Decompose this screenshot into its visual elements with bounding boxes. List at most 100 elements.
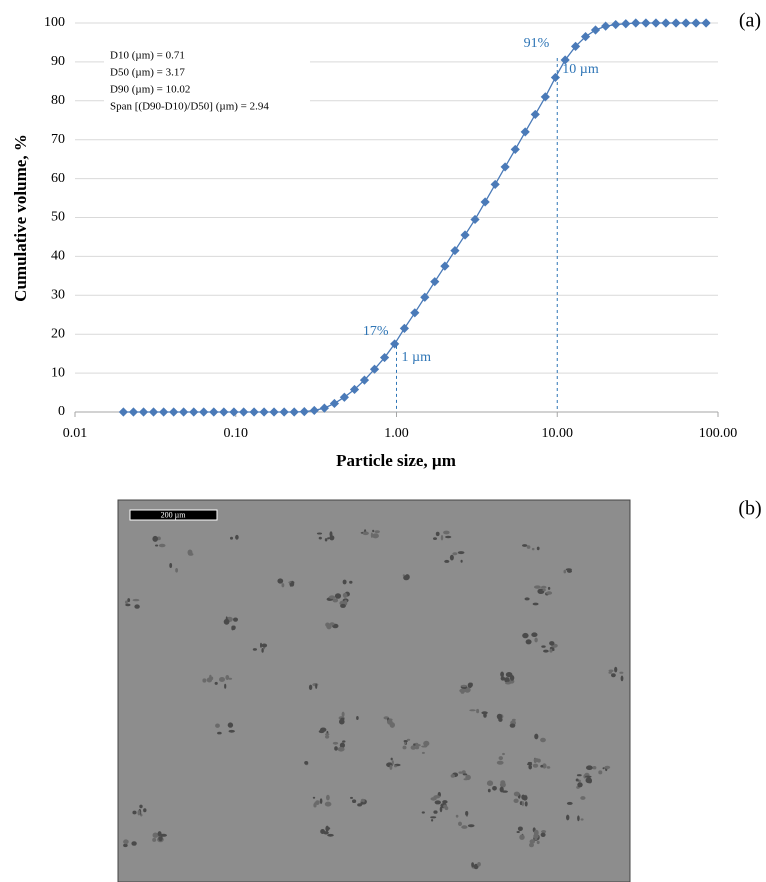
data-point [631,18,641,28]
particle [123,843,128,848]
particle [546,591,553,595]
y-tick-label: 40 [51,249,65,264]
data-point [138,407,149,417]
data-point [661,18,671,28]
particle [328,595,336,599]
particle [442,800,448,804]
particle [206,677,213,683]
particle [534,585,541,589]
particle [540,764,544,768]
particle [525,639,532,645]
particle [531,547,535,551]
particle [533,829,539,836]
particle [334,593,342,599]
particle [580,796,586,800]
data-point [621,19,631,29]
particle [620,675,624,682]
particle [465,774,471,781]
particle [402,745,407,750]
particle [521,800,525,807]
particle [547,586,551,590]
particle [452,552,458,556]
particle [394,765,397,768]
particle [261,643,268,648]
particle [461,825,468,829]
data-point [480,197,490,207]
data-point [159,407,169,417]
particle [444,559,450,563]
particle [134,604,140,609]
y-tick-label: 60 [51,171,65,186]
x-tick-label: 0.01 [63,426,88,441]
data-point [289,407,299,417]
particle [443,530,450,535]
particle [540,585,547,589]
data-point [199,407,209,417]
particle [585,777,592,784]
particle [487,788,491,793]
particle [439,806,443,813]
data-point [651,18,661,28]
particle [455,814,459,818]
micrograph [117,499,631,882]
stat-text: D50 (µm) = 3.17 [110,67,185,79]
y-tick-label: 90 [51,54,65,69]
particle [337,747,345,752]
particle [534,637,538,643]
particle [604,765,611,770]
particle [458,771,464,774]
particle [316,532,323,535]
data-point [299,407,309,417]
y-tick-label: 100 [44,15,65,30]
particle [505,672,513,678]
particle [445,535,452,539]
particle [403,740,408,743]
particle [235,534,239,540]
data-point [490,179,500,190]
particle [532,602,539,606]
particle [431,819,434,822]
particle [496,760,504,765]
particle [131,841,137,846]
particle [342,579,347,585]
particle [459,688,466,693]
stat-text: D10 (µm) = 0.71 [110,50,185,62]
particle [340,603,346,608]
particle [540,737,546,743]
particle [277,578,284,584]
particle [341,711,345,717]
particle [157,831,162,837]
data-point [601,21,611,31]
particle [502,752,505,756]
particle [352,799,357,803]
data-point [450,245,460,256]
particle [155,544,159,547]
particle [139,804,143,809]
particle [327,833,334,837]
particle [158,543,166,548]
particle [529,839,536,844]
particle [549,648,553,653]
particle [517,826,523,832]
particle [324,801,332,807]
data-point [390,339,400,349]
particle [132,598,140,602]
particle [127,598,131,603]
particle [546,766,551,769]
data-point [339,392,349,402]
data-point [590,25,601,35]
y-tick-label: 50 [51,210,65,225]
particle [566,814,570,821]
particle [202,678,207,683]
particle [169,563,173,568]
particle [304,761,309,765]
chart: 0 10 20 30 40 50 60 70 80 90 100 0.01 0.10 1.00 10.00 1… [44,15,737,441]
data-point [229,407,239,417]
x-axis-title: Particle size, µm [336,451,456,470]
data-point [500,162,510,172]
data-point [530,109,540,120]
data-point [470,214,480,225]
particle [125,600,128,604]
particle [214,681,218,685]
